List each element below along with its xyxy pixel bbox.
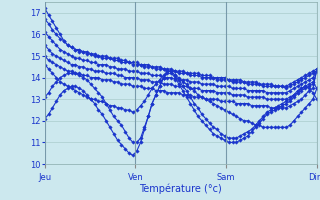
X-axis label: Température (°c): Température (°c) (140, 183, 222, 194)
